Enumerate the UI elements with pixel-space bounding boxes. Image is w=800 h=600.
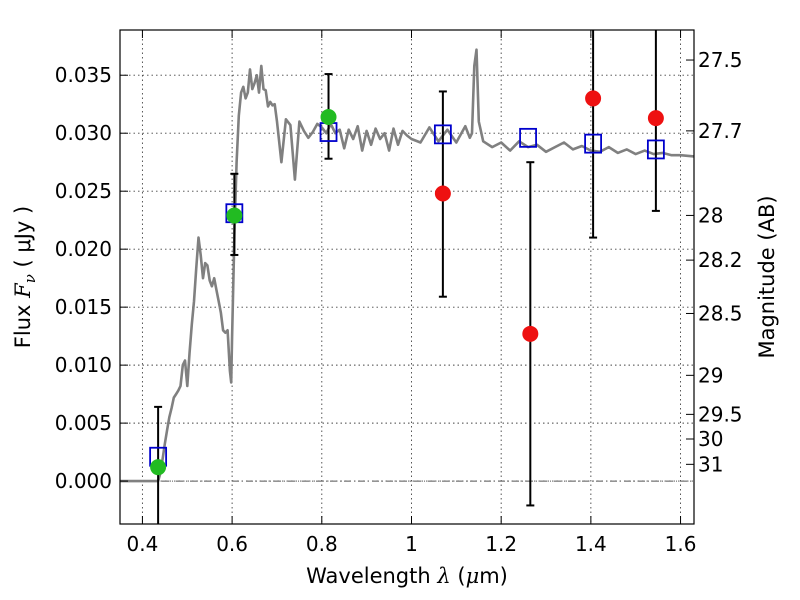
- x-tick-label: 1: [405, 532, 418, 556]
- x-tick-label: 1.2: [485, 532, 517, 556]
- model-point: [433, 124, 452, 145]
- model-point: [646, 139, 665, 160]
- model-spectrum-line: [120, 48, 695, 483]
- right-axis-title: Magnitude (AB): [755, 195, 779, 358]
- y-tick-label: 0.000: [55, 469, 112, 493]
- observed-photometry-points: [150, 90, 664, 476]
- y-tick-label: 0.020: [55, 237, 112, 261]
- y-tick-label: 0.010: [55, 353, 112, 377]
- model-point: [519, 127, 537, 148]
- grid: [120, 30, 694, 524]
- y-axis-title: Flux Fν ( μJy ): [11, 206, 39, 348]
- y-tick-label: 0.025: [55, 179, 112, 203]
- observed-point-low-significance: [522, 325, 539, 342]
- right-tick-label: 29.5: [698, 402, 743, 426]
- x-axis-title: Wavelength λ (μm): [306, 564, 508, 588]
- model-point: [584, 133, 603, 154]
- right-tick-label: 28.5: [698, 301, 743, 325]
- observed-point-low-significance: [434, 185, 451, 202]
- right-tick-label: 31: [698, 452, 723, 476]
- y-axis-symbol: F: [11, 282, 35, 299]
- x-tick-label: 0.8: [306, 532, 338, 556]
- y-axis-subscript: ν: [21, 274, 39, 283]
- plot-frame: [119, 29, 695, 525]
- model-photometry-squares: [149, 122, 665, 467]
- x-axis-unit-rest: m): [479, 564, 508, 588]
- observed-point-low-significance: [585, 90, 602, 107]
- right-tick-label: 28.2: [698, 248, 743, 272]
- y-tick-label: 0.030: [55, 121, 112, 145]
- x-tick-label: 1.6: [665, 532, 697, 556]
- x-tick-label: 1.4: [575, 532, 607, 556]
- x-axis-symbol: λ: [436, 564, 450, 588]
- x-axis-ticks: 0.4 0.6 0.8 1 1.2 1.4 1.6: [127, 30, 697, 556]
- right-tick-label: 28: [698, 203, 723, 227]
- observed-point-detection: [226, 207, 243, 224]
- x-axis-unit-open: (: [451, 564, 466, 588]
- x-tick-label: 0.6: [216, 532, 248, 556]
- observed-point-detection: [320, 108, 337, 125]
- right-tick-label: 27.7: [698, 119, 743, 143]
- y-tick-label: 0.035: [55, 63, 112, 87]
- plot-area: [120, 30, 694, 524]
- y-axis-title-text: Flux: [11, 305, 35, 349]
- observed-point-low-significance: [647, 110, 664, 127]
- x-tick-label: 0.4: [127, 532, 159, 556]
- y-axis-unit: ( μJy ): [11, 206, 35, 268]
- y-tick-label: 0.005: [55, 411, 112, 435]
- right-tick-label: 27.5: [698, 48, 743, 72]
- x-axis-title-text: Wavelength: [306, 564, 431, 588]
- right-tick-label: 29: [698, 363, 723, 387]
- x-axis-unit-mu: μ: [466, 564, 480, 588]
- y-tick-label: 0.015: [55, 295, 112, 319]
- y-axis-ticks: 0.000 0.005 0.010 0.015 0.020 0.025 0.030 0.035: [55, 63, 128, 493]
- observed-point-detection: [150, 459, 167, 476]
- right-tick-label: 30: [698, 427, 723, 451]
